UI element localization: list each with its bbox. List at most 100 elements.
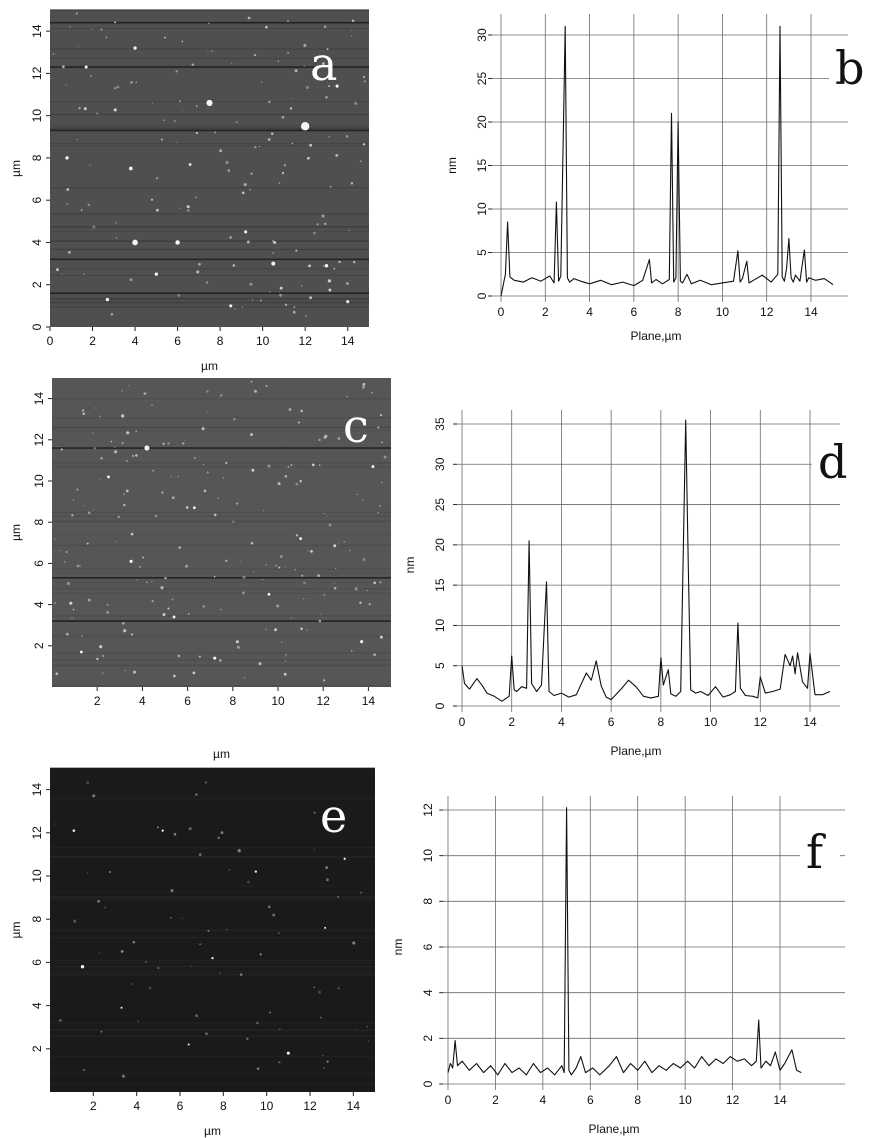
surface-speck bbox=[300, 409, 303, 413]
surface-speck bbox=[254, 146, 257, 149]
x-tick-label: 10 bbox=[256, 334, 270, 348]
surface-particle bbox=[192, 506, 196, 510]
surface-speck bbox=[338, 260, 341, 264]
surface-speck bbox=[313, 231, 316, 235]
surface-speck bbox=[299, 479, 302, 483]
surface-speck bbox=[318, 990, 321, 994]
surface-particle bbox=[254, 870, 257, 873]
surface-speck bbox=[333, 544, 337, 548]
surface-speck bbox=[69, 601, 73, 605]
surface-speck bbox=[287, 51, 289, 54]
panel-letter-e: e bbox=[320, 789, 347, 843]
y-tick-label: 10 bbox=[30, 869, 44, 883]
surface-speck bbox=[167, 607, 170, 610]
surface-speck bbox=[162, 613, 166, 617]
surface-speck bbox=[117, 515, 120, 519]
x-tick-label: 4 bbox=[133, 1099, 140, 1113]
y-tick-label: 6 bbox=[421, 943, 435, 950]
surface-speck bbox=[92, 794, 96, 798]
y-tick-label: 20 bbox=[475, 115, 489, 129]
surface-speck bbox=[173, 674, 176, 678]
surface-speck bbox=[226, 928, 228, 931]
surface-speck bbox=[113, 108, 117, 112]
y-tick-label: 4 bbox=[30, 1002, 44, 1009]
surface-speck bbox=[379, 581, 382, 584]
surface-speck bbox=[378, 504, 381, 508]
surface-speck bbox=[207, 50, 209, 52]
surface-particle bbox=[244, 230, 248, 234]
surface-speck bbox=[262, 509, 265, 512]
y-tick-label: 0 bbox=[433, 702, 447, 709]
surface-speck bbox=[201, 427, 205, 431]
surface-speck bbox=[132, 940, 136, 944]
surface-speck bbox=[333, 587, 337, 590]
x-tick-label: 12 bbox=[303, 1099, 317, 1113]
y-tick-label: 12 bbox=[30, 826, 44, 840]
surface-speck bbox=[177, 654, 181, 658]
surface-speck bbox=[273, 240, 277, 245]
surface-speck bbox=[219, 149, 223, 153]
x-tick-label: 6 bbox=[184, 694, 191, 708]
surface-speck bbox=[75, 12, 78, 15]
surface-speck bbox=[79, 565, 81, 567]
x-tick-label: 10 bbox=[678, 1093, 692, 1107]
surface-speck bbox=[87, 203, 91, 207]
surface-speck bbox=[381, 481, 383, 484]
surface-speck bbox=[198, 853, 202, 857]
surface-speck bbox=[252, 571, 254, 573]
surface-speck bbox=[354, 101, 358, 105]
surface-speck bbox=[265, 628, 267, 630]
surface-speck bbox=[354, 1029, 356, 1031]
surface-speck bbox=[126, 431, 130, 435]
surface-speck bbox=[132, 454, 134, 457]
surface-speck bbox=[277, 482, 281, 486]
surface-speck bbox=[109, 870, 112, 874]
surface-speck bbox=[151, 404, 153, 406]
y-tick-label: 15 bbox=[433, 578, 447, 592]
surface-speck bbox=[267, 138, 271, 141]
height-profile-series bbox=[500, 25, 834, 297]
surface-speck bbox=[279, 293, 283, 297]
x-tick-label: 8 bbox=[675, 305, 682, 319]
surface-speck bbox=[123, 503, 126, 507]
surface-speck bbox=[65, 84, 68, 86]
surface-speck bbox=[337, 437, 341, 440]
surface-speck bbox=[258, 662, 262, 666]
surface-speck bbox=[265, 564, 267, 566]
surface-speck bbox=[279, 554, 283, 559]
surface-speck bbox=[76, 138, 78, 141]
surface-speck bbox=[290, 464, 293, 466]
x-tick-label: 12 bbox=[726, 1093, 740, 1107]
surface-speck bbox=[220, 608, 222, 611]
x-tick-label: 8 bbox=[217, 334, 224, 348]
surface-speck bbox=[220, 394, 223, 397]
surface-speck bbox=[265, 25, 268, 29]
surface-speck bbox=[313, 811, 316, 814]
afm-image-background bbox=[50, 10, 369, 327]
surface-speck bbox=[345, 281, 349, 286]
surface-speck bbox=[160, 586, 164, 590]
surface-speck bbox=[114, 450, 118, 454]
y-tick-label: 0 bbox=[421, 1080, 435, 1087]
surface-speck bbox=[96, 112, 99, 115]
surface-speck bbox=[352, 941, 356, 945]
surface-speck bbox=[130, 633, 133, 636]
y-tick-label: 2 bbox=[30, 281, 44, 288]
y-tick-label: 10 bbox=[433, 618, 447, 632]
surface-speck bbox=[380, 636, 382, 638]
surface-speck bbox=[350, 650, 353, 652]
surface-speck bbox=[352, 260, 356, 264]
surface-speck bbox=[171, 496, 175, 500]
surface-speck bbox=[235, 502, 239, 505]
surface-speck bbox=[222, 477, 224, 479]
surface-speck bbox=[206, 390, 209, 393]
x-tick-label: 12 bbox=[299, 334, 313, 348]
y-tick-label: 20 bbox=[433, 538, 447, 552]
x-tick-label: 4 bbox=[139, 694, 146, 708]
surface-speck bbox=[308, 264, 311, 268]
surface-particle bbox=[324, 926, 327, 929]
surface-speck bbox=[162, 442, 165, 445]
surface-speck bbox=[317, 574, 320, 577]
afm-image-background bbox=[52, 378, 391, 687]
surface-speck bbox=[71, 617, 73, 620]
